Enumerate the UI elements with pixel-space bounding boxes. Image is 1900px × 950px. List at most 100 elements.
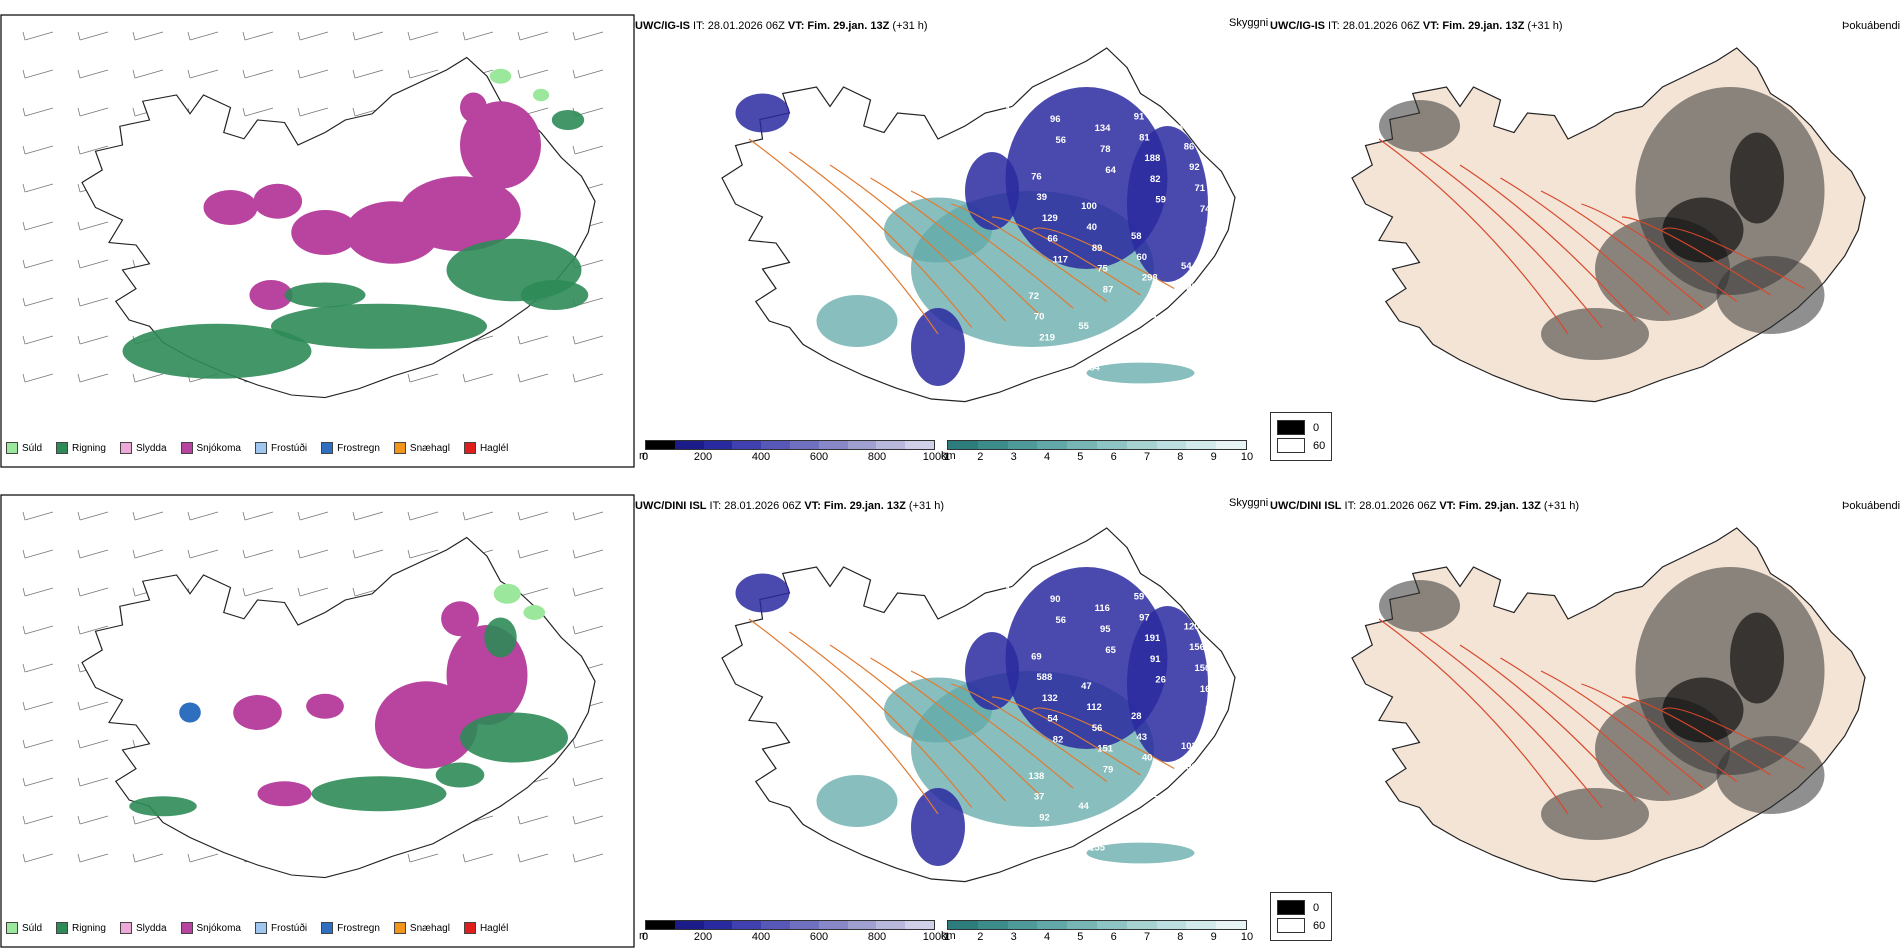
visibility-value-label: 38 [1186, 762, 1197, 772]
precip-legend: Súld Rigning Slydda Snjókoma Frostúði Frostre… [6, 442, 522, 454]
wind-barb [572, 31, 604, 41]
visibility-value-label: 64 [1105, 165, 1116, 175]
colorbar-step [948, 921, 978, 929]
legend-label: Súld [22, 922, 43, 934]
wind-barb [22, 335, 54, 345]
road-line [951, 683, 1108, 782]
visibility-value-label: 74 [1200, 204, 1211, 214]
colorbar-step [1007, 441, 1038, 449]
fog-index-area [1379, 100, 1460, 152]
height-colorbar: 0 200 400 600 800 1000 [642, 920, 947, 944]
legend-swatch [393, 922, 406, 934]
wind-barb [572, 815, 604, 825]
wind-barb [297, 31, 329, 41]
valid-time: VT: Fim. 29.jan. 13Z [1422, 20, 1525, 32]
wind-barb [77, 373, 109, 383]
wind-barb [352, 31, 384, 41]
legend-item: Haglél [463, 922, 508, 934]
legend-item: Haglél [463, 442, 508, 454]
rain-area [460, 712, 568, 763]
wind-barb [242, 69, 274, 79]
wind-barb [22, 739, 54, 749]
road-line [991, 216, 1141, 296]
wind-barb [22, 815, 54, 825]
wind-barb [407, 511, 439, 521]
wind-barb [132, 549, 164, 559]
colorbar-tick: 2 [977, 931, 984, 943]
visibility-value-label: 78 [1100, 144, 1111, 154]
snow-area [345, 201, 440, 264]
wind-barb [77, 625, 109, 635]
colorbar-step [1186, 441, 1217, 449]
visibility-value-label: 60 [1136, 252, 1147, 262]
wind-barb [352, 549, 384, 559]
colorbar-tick: 1 [943, 931, 951, 943]
visibility-value-label: 116 [1095, 603, 1110, 613]
road-line [1621, 216, 1771, 296]
fog-legend-value: 0 [1313, 421, 1320, 434]
visibility-value-label: 37 [1034, 792, 1045, 802]
wind-barb [187, 31, 219, 41]
precip-map [0, 494, 635, 948]
visibility-value-label: 82 [1150, 174, 1161, 184]
visibility-value-label: 47 [1084, 342, 1095, 352]
visibility-value-label: 134 [1095, 123, 1112, 133]
wind-barb [407, 373, 439, 383]
wind-barb [132, 69, 164, 79]
wind-barb [22, 511, 54, 521]
colorbar-step [703, 441, 733, 449]
legend-label: Slydda [135, 922, 167, 934]
model-name: UWC/IG-IS [1270, 20, 1325, 32]
model-name: UWC/IG-IS [635, 20, 690, 32]
colorbar-tick: 8 [1177, 451, 1184, 463]
wind-barb [242, 587, 274, 597]
visibility-value-label: 55 [1078, 321, 1089, 331]
wind-barb [572, 511, 604, 521]
fog-panel-title: Þokuábendi [1842, 20, 1900, 32]
wind-barb [77, 259, 109, 269]
visibility-value-label: 132 [1042, 693, 1058, 703]
colorbar-step [876, 921, 906, 929]
wind-barb [517, 373, 549, 383]
precip-legend: Súld Rigning Slydda Snjókoma Frostúði Frostre… [6, 922, 522, 934]
visibility-value-label: 128 [1197, 804, 1213, 814]
colorbar-step [789, 921, 819, 929]
colorbar-tick: 5 [1077, 451, 1084, 463]
fog-legend-row: 0 [1277, 420, 1325, 435]
wind-barb [297, 587, 329, 597]
fog-index-area [1730, 132, 1784, 224]
colorbar-step [847, 921, 877, 929]
visibility-value-label: 166 [1200, 684, 1216, 694]
visibility-value-label: 81 [1203, 824, 1214, 834]
visibility-value-label: 138 [1028, 771, 1044, 781]
legend-label: Frostregn [337, 922, 380, 934]
wind-barb [572, 587, 604, 597]
wind-barb [517, 549, 549, 559]
visibility-value-label: 123 [1045, 353, 1061, 363]
wind-barb [132, 373, 164, 383]
fog-index-area [1541, 788, 1649, 840]
wind-barb [297, 107, 329, 117]
drizzle-area [489, 68, 512, 84]
wind-barb [187, 549, 219, 559]
init-time: IT: 28.01.2026 06Z [1341, 500, 1440, 512]
colorbar-step [876, 441, 906, 449]
colorbar-tick: 0 [641, 451, 649, 463]
legend-swatch [321, 922, 334, 934]
wind-barb [22, 777, 54, 787]
road-line [789, 151, 973, 328]
visibility-panel: UWC/IG-IS IT: 28.01.2026 06Z VT: Fim. 29… [635, 0, 1270, 470]
wind-barb [77, 145, 109, 155]
visibility-value-label: 40 [1142, 753, 1153, 763]
legend-label: Frostúði [270, 442, 308, 454]
colorbar-tick: 10 [1240, 931, 1254, 943]
visibility-value-label: 96 [1050, 114, 1061, 124]
visibility-value-label: 52 [1205, 705, 1216, 715]
wind-barb [572, 69, 604, 79]
legend-item: Frostregn [321, 442, 380, 454]
fog-legend-value: 60 [1313, 919, 1326, 932]
wind-barb [77, 815, 109, 825]
wind-barb [22, 297, 54, 307]
wind-barb [22, 145, 54, 155]
legend-item: Snjókoma [180, 922, 241, 934]
